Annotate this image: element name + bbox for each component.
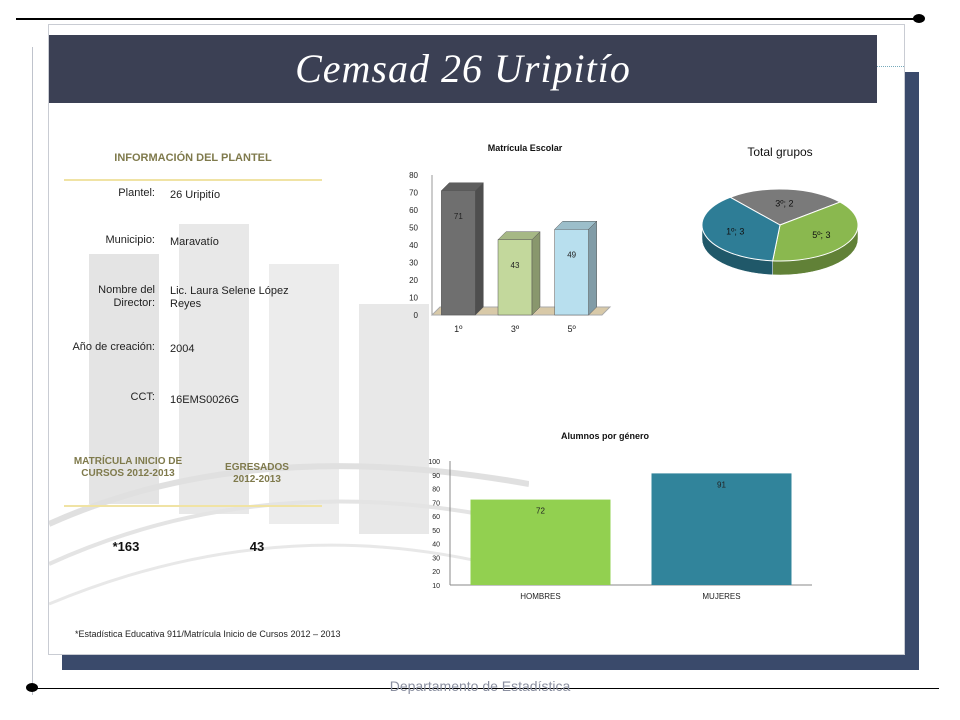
chart3-y-tick-label: 10 xyxy=(432,583,440,590)
chart1-data-label: 49 xyxy=(567,250,576,259)
chart1-bar-top xyxy=(440,182,484,191)
chart3-data-label: 91 xyxy=(717,480,726,489)
chart1-y-tick-label: 70 xyxy=(409,189,418,198)
chart1-y-tick-label: 10 xyxy=(409,294,418,303)
info-divider xyxy=(64,179,322,181)
chart1-y-tick-label: 40 xyxy=(409,241,418,250)
stats-divider xyxy=(64,505,322,507)
chart1-y-tick-label: 60 xyxy=(409,206,418,215)
chart1-data-label: 71 xyxy=(454,212,463,221)
top-rule xyxy=(16,18,919,20)
footnote: *Estadística Educativa 911/Matrícula Ini… xyxy=(75,629,341,639)
bottom-rule xyxy=(36,688,939,689)
chart3-y-tick-label: 50 xyxy=(432,528,440,535)
chart3-y-tick-label: 80 xyxy=(432,487,440,494)
chart1-data-label: 43 xyxy=(511,261,520,270)
info-value-anio: 2004 xyxy=(170,343,195,355)
info-label-cct: CCT: xyxy=(130,391,155,403)
info-heading: INFORMACIÓN DEL PLANTEL xyxy=(114,152,272,164)
chart2-slice xyxy=(729,188,842,226)
top-right-dot xyxy=(913,14,925,23)
chart-total-grupos: Total grupos 3º; 2 5º; 3 1º; 3 xyxy=(701,145,859,276)
chart1-x-tick-label: 5º xyxy=(568,324,577,334)
page-title: Cemsad 26 Uripitío xyxy=(295,46,631,91)
chart3-y-tick-label: 90 xyxy=(432,473,440,480)
chart1-y-tick-label: 30 xyxy=(409,259,418,268)
bottom-left-dot xyxy=(26,683,38,692)
chart3-y-tick-label: 100 xyxy=(428,459,440,466)
background-graphic xyxy=(49,104,529,654)
chart1-bar xyxy=(497,239,533,316)
chart2-slice-label: 1º; 3 xyxy=(726,226,744,236)
chart3-y-tick-label: 20 xyxy=(432,569,440,576)
info-label-anio: Año de creación: xyxy=(72,341,155,353)
chart2-slice xyxy=(772,201,859,262)
chart1-y-tick-label: 20 xyxy=(409,276,418,285)
chart1-bar-top xyxy=(497,231,541,240)
matricula-heading: MATRÍCULA INICIO DE CURSOS 2012-2013 xyxy=(73,456,183,479)
egresados-value: 43 xyxy=(249,539,265,554)
info-value-director: Lic. Laura Selene López Reyes xyxy=(170,285,289,310)
title-bar: Cemsad 26 Uripitío xyxy=(49,35,877,103)
chart1-y-tick-label: 50 xyxy=(409,224,418,233)
chart1-bar xyxy=(554,229,589,316)
footer-department: Departamento de Estadística xyxy=(389,678,571,694)
chart-matricula-escolar: Matrícula Escolar 0 10 20 30 40 50 60 70 80 71 1º… xyxy=(409,143,612,334)
chart3-y-tick-label: 30 xyxy=(432,555,440,562)
info-value-cct: 16EMS0026G xyxy=(170,394,240,406)
chart3-x-tick-label: MUJERES xyxy=(702,592,740,601)
frame-dotted-accent xyxy=(876,66,904,68)
chart1-y-tick-label: 80 xyxy=(409,171,418,180)
info-label-plantel: Plantel: xyxy=(118,187,155,199)
chart3-y-tick-label: 40 xyxy=(432,542,440,549)
chart1-bar xyxy=(441,190,476,316)
chart1-y-tick-label: 0 xyxy=(414,311,419,320)
left-rule xyxy=(32,47,33,695)
chart-alumnos-genero: Alumnos por género 10 20 30 40 50 60 70 80 90 100… xyxy=(428,431,812,601)
chart1-bar-side xyxy=(475,182,484,316)
chart1-title: Matrícula Escolar xyxy=(488,143,563,153)
info-value-plantel: 26 Uripitío xyxy=(170,189,221,201)
chart1-bar-top xyxy=(554,221,598,230)
chart3-y-tick-label: 70 xyxy=(432,500,440,507)
egresados-heading: EGRESADOS 2012-2013 xyxy=(225,462,289,485)
chart1-x-tick-label: 1º xyxy=(454,324,463,334)
chart3-data-label: 72 xyxy=(536,507,545,516)
chart1-bar-side xyxy=(531,231,541,316)
info-label-director: Nombre del Director: xyxy=(98,284,155,309)
chart2-slice-label: 3º; 2 xyxy=(775,198,793,208)
chart2-slice xyxy=(701,196,781,262)
chart1-x-tick-label: 3º xyxy=(511,324,520,334)
chart2-title: Total grupos xyxy=(747,145,812,159)
chart3-y-tick-label: 60 xyxy=(432,514,440,521)
matricula-value: *163 xyxy=(112,539,140,554)
chart2-slice-label: 5º; 3 xyxy=(812,230,830,240)
info-label-municipio: Municipio: xyxy=(105,234,155,246)
chart3-bar xyxy=(470,499,611,585)
info-value-municipio: Maravatío xyxy=(170,236,219,248)
chart1-bar-side xyxy=(588,220,597,316)
chart3-bar xyxy=(651,473,792,585)
chart3-x-tick-label: HOMBRES xyxy=(520,592,560,601)
chart3-title: Alumnos por género xyxy=(561,431,650,441)
